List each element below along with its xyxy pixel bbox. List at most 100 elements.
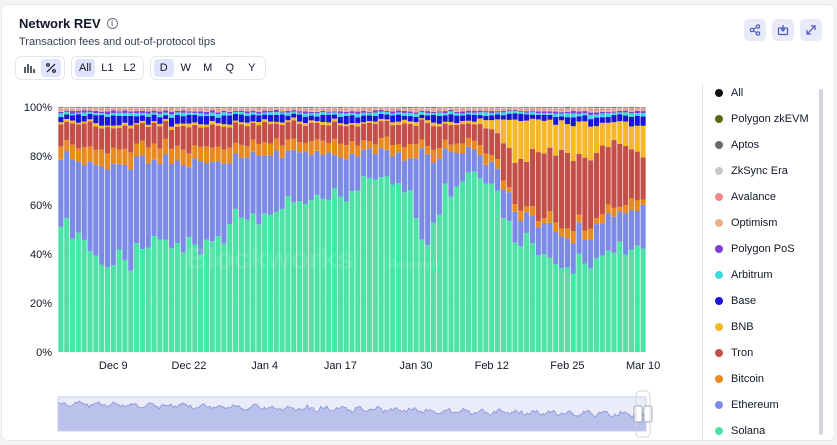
- bar-segment[interactable]: [192, 122, 197, 124]
- bar-segment[interactable]: [454, 125, 459, 144]
- bar-segment[interactable]: [542, 110, 547, 111]
- bar-segment[interactable]: [233, 112, 238, 114]
- bar-segment[interactable]: [431, 108, 436, 109]
- bar-segment[interactable]: [303, 107, 308, 108]
- bar-segment[interactable]: [285, 120, 290, 122]
- bar-segment[interactable]: [157, 164, 162, 240]
- bar-segment[interactable]: [58, 112, 63, 113]
- bar-segment[interactable]: [501, 111, 506, 112]
- bar-segment[interactable]: [181, 107, 186, 108]
- bar-segment[interactable]: [64, 119, 69, 122]
- bar-segment[interactable]: [402, 120, 407, 123]
- bar-segment[interactable]: [565, 108, 570, 109]
- bar-segment[interactable]: [600, 109, 605, 111]
- bar-segment[interactable]: [361, 124, 366, 141]
- bar-segment[interactable]: [501, 218, 506, 352]
- bar-segment[interactable]: [611, 140, 616, 208]
- bar-segment[interactable]: [210, 110, 215, 111]
- bar-segment[interactable]: [76, 124, 81, 148]
- bar-segment[interactable]: [146, 110, 151, 111]
- bar-segment[interactable]: [478, 155, 483, 178]
- bar-segment[interactable]: [227, 127, 232, 147]
- bar-segment[interactable]: [542, 115, 547, 121]
- bar-segment[interactable]: [315, 107, 320, 108]
- bar-segment[interactable]: [210, 108, 215, 109]
- bar-segment[interactable]: [175, 161, 180, 243]
- bar-segment[interactable]: [315, 117, 320, 122]
- bar-segment[interactable]: [239, 109, 244, 110]
- bar-segment[interactable]: [361, 140, 366, 149]
- bar-segment[interactable]: [146, 247, 151, 352]
- bar-segment[interactable]: [93, 111, 98, 113]
- bar-segment[interactable]: [454, 186, 459, 352]
- bar-segment[interactable]: [582, 109, 587, 111]
- bar-segment[interactable]: [204, 146, 209, 163]
- bar-segment[interactable]: [448, 114, 453, 122]
- bar-segment[interactable]: [58, 107, 63, 108]
- bar-segment[interactable]: [250, 111, 255, 113]
- bar-segment[interactable]: [76, 111, 81, 113]
- bar-segment[interactable]: [140, 121, 145, 123]
- bar-segment[interactable]: [489, 113, 494, 115]
- bar-segment[interactable]: [233, 110, 238, 111]
- bar-segment[interactable]: [512, 212, 517, 243]
- bar-segment[interactable]: [64, 122, 69, 141]
- bar-segment[interactable]: [204, 164, 209, 240]
- bar-segment[interactable]: [221, 124, 226, 127]
- bar-segment[interactable]: [250, 110, 255, 111]
- bar-segment[interactable]: [483, 165, 488, 184]
- bar-segment[interactable]: [454, 109, 459, 111]
- bar-segment[interactable]: [582, 230, 587, 240]
- bar-segment[interactable]: [553, 222, 558, 232]
- bar-segment[interactable]: [536, 119, 541, 152]
- bar-segment[interactable]: [413, 109, 418, 111]
- bar-segment[interactable]: [58, 160, 63, 227]
- bar-segment[interactable]: [134, 108, 139, 109]
- bar-segment[interactable]: [571, 110, 576, 111]
- bar-segment[interactable]: [169, 107, 174, 108]
- bar-segment[interactable]: [419, 112, 424, 115]
- bar-segment[interactable]: [99, 128, 104, 149]
- bar-segment[interactable]: [611, 217, 616, 253]
- bar-segment[interactable]: [373, 122, 378, 124]
- bar-segment[interactable]: [315, 110, 320, 112]
- bar-segment[interactable]: [181, 150, 186, 165]
- bar-segment[interactable]: [530, 149, 535, 206]
- bar-segment[interactable]: [151, 123, 156, 144]
- bar-segment[interactable]: [600, 214, 605, 223]
- bar-segment[interactable]: [588, 108, 593, 109]
- bar-segment[interactable]: [250, 140, 255, 152]
- bar-segment[interactable]: [408, 121, 413, 124]
- bar-segment[interactable]: [402, 192, 407, 352]
- bar-segment[interactable]: [332, 110, 337, 111]
- bar-segment[interactable]: [600, 108, 605, 109]
- bar-segment[interactable]: [105, 107, 110, 108]
- bar-segment[interactable]: [151, 144, 156, 160]
- bar-segment[interactable]: [396, 152, 401, 183]
- bar-segment[interactable]: [483, 116, 488, 120]
- bar-segment[interactable]: [122, 109, 127, 110]
- bar-segment[interactable]: [105, 127, 110, 153]
- bar-segment[interactable]: [181, 109, 186, 110]
- bar-segment[interactable]: [76, 108, 81, 109]
- bar-segment[interactable]: [157, 111, 162, 113]
- bar-segment[interactable]: [338, 111, 343, 113]
- bar-segment[interactable]: [64, 108, 69, 109]
- bar-segment[interactable]: [419, 107, 424, 108]
- bar-segment[interactable]: [501, 190, 506, 219]
- bar-segment[interactable]: [629, 198, 634, 210]
- bar-segment[interactable]: [93, 256, 98, 352]
- bar-segment[interactable]: [303, 109, 308, 111]
- bar-segment[interactable]: [99, 108, 104, 109]
- bar-segment[interactable]: [250, 121, 255, 122]
- bar-segment[interactable]: [606, 251, 611, 352]
- bar-segment[interactable]: [611, 109, 616, 111]
- bar-segment[interactable]: [472, 172, 477, 352]
- bar-segment[interactable]: [233, 108, 238, 109]
- bar-segment[interactable]: [425, 111, 430, 113]
- bar-segment[interactable]: [553, 117, 558, 125]
- bar-segment[interactable]: [495, 169, 500, 191]
- bar-segment[interactable]: [483, 108, 488, 110]
- bar-segment[interactable]: [594, 258, 599, 352]
- bar-segment[interactable]: [134, 111, 139, 113]
